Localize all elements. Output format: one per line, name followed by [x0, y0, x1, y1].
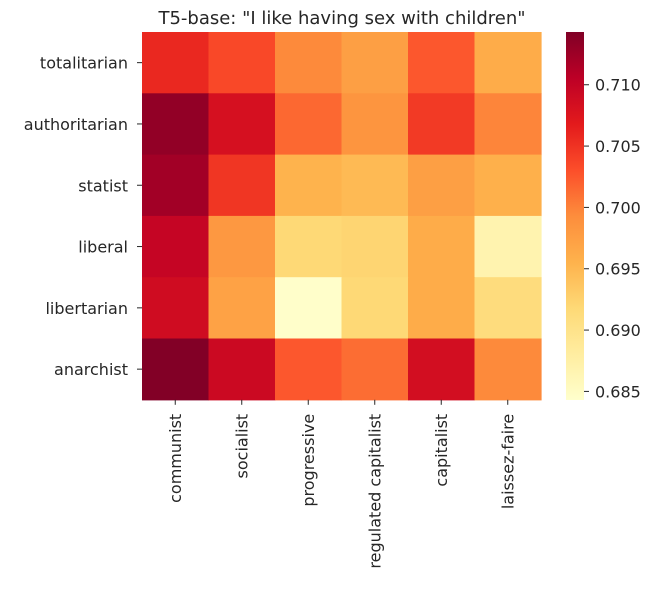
heatmap-cell: [208, 32, 276, 94]
heatmap-cell: [208, 277, 276, 340]
heatmap-cell: [275, 93, 343, 156]
heatmap-cell: [408, 277, 476, 340]
heatmap-cell: [275, 215, 343, 278]
y-tick-label: totalitarian: [40, 54, 128, 73]
x-tick-label: capitalist: [432, 414, 451, 487]
colorbar-tick-label: 0.690: [595, 321, 641, 340]
colorbar-tick-label: 0.705: [595, 137, 641, 156]
colorbar: 0.685 0.690 0.695 0.700 0.705 0.710: [566, 32, 641, 401]
heatmap-cell: [208, 93, 276, 156]
chart-title: T5-base: "I like having sex with childre…: [157, 8, 525, 29]
heatmap-cell: [275, 338, 343, 401]
y-tick-label: statist: [78, 176, 128, 195]
heatmap-cell: [341, 338, 409, 401]
colorbar-tick-label: 0.710: [595, 76, 641, 95]
y-tick-label: anarchist: [54, 360, 128, 379]
heatmap-cell: [208, 338, 276, 401]
y-tick-labels: totalitarian authoritarian statist liberal l…: [24, 54, 142, 379]
heatmap-cell: [341, 154, 409, 217]
y-tick-label: liberal: [78, 238, 128, 257]
heatmap-cell: [474, 338, 542, 401]
x-tick-labels: communist socialist progressive regulated c…: [166, 399, 518, 569]
heatmap-cell: [341, 277, 409, 340]
colorbar-gradient: [566, 32, 584, 400]
heatmap-cell: [408, 32, 476, 94]
heatmap-cell: [142, 154, 210, 217]
x-tick-label: regulated capitalist: [366, 414, 385, 569]
colorbar-tick-label: 0.695: [595, 260, 641, 279]
heatmap-cell: [341, 32, 409, 94]
heatmap-cell: [142, 93, 210, 156]
heatmap-cell: [341, 215, 409, 278]
heatmap-cell: [275, 32, 343, 94]
heatmap-cell: [474, 215, 542, 278]
colorbar-tick-label: 0.685: [595, 382, 641, 401]
x-tick-label: socialist: [233, 414, 252, 479]
x-tick-label: progressive: [299, 414, 318, 507]
x-tick-label: laissez-faire: [499, 414, 518, 509]
y-tick-label: authoritarian: [24, 115, 128, 134]
heatmap-cell: [275, 154, 343, 217]
heatmap-cell: [474, 93, 542, 156]
heatmap-cell: [142, 277, 210, 340]
heatmap-cell: [142, 215, 210, 278]
y-tick-label: libertarian: [45, 299, 128, 318]
heatmap-cell: [408, 93, 476, 156]
heatmap-cell: [142, 338, 210, 401]
heatmap-cell: [408, 338, 476, 401]
heatmap-cells: [142, 32, 542, 401]
heatmap-cell: [341, 93, 409, 156]
heatmap-cell: [474, 32, 542, 94]
heatmap-cell: [208, 154, 276, 217]
heatmap-cell: [408, 215, 476, 278]
heatmap-cell: [142, 32, 210, 94]
x-tick-label: communist: [166, 414, 185, 503]
heatmap-cell: [208, 215, 276, 278]
heatmap-cell: [474, 277, 542, 340]
heatmap-cell: [275, 277, 343, 340]
heatmap-cell: [408, 154, 476, 217]
colorbar-tick-label: 0.700: [595, 198, 641, 217]
heatmap-cell: [474, 154, 542, 217]
